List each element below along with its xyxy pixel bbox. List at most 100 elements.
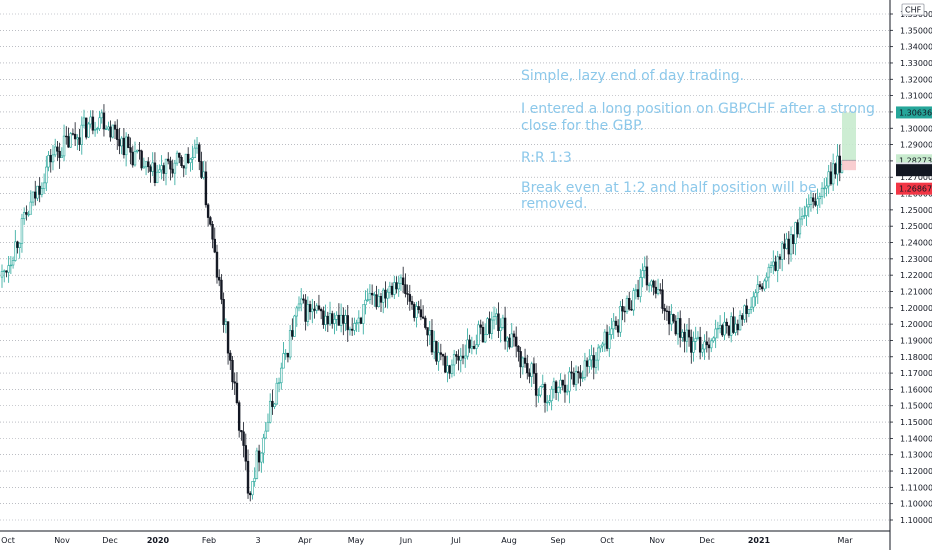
candle-body (663, 308, 666, 312)
candle-body (415, 306, 418, 318)
candle-body (93, 129, 97, 131)
candle-body (120, 137, 123, 147)
candle-body (831, 163, 835, 185)
candle-body (528, 372, 531, 377)
candle-body (169, 160, 172, 170)
candle-body (401, 277, 405, 285)
candle-body (162, 165, 165, 174)
price-tick-label: 1.18000 (900, 353, 932, 362)
time-tick-label: May (348, 536, 365, 545)
candle-body (692, 341, 695, 353)
candle-body (408, 294, 412, 302)
candle-body (508, 337, 511, 348)
candle-body (563, 384, 567, 393)
candle-body (559, 379, 562, 388)
time-tick-label: Nov (54, 536, 70, 545)
candle-body (816, 198, 819, 206)
candle-body (399, 277, 403, 284)
candle-body (175, 152, 179, 164)
annotation-text: Simple, lazy end of day trading. I entere… (521, 68, 875, 212)
candle-body (592, 355, 595, 368)
candle-body (277, 382, 281, 384)
price-tick-label: 1.27000 (900, 173, 932, 182)
candle-body (672, 314, 675, 322)
candle-body (497, 313, 500, 331)
candle-body (315, 305, 318, 311)
time-axis[interactable]: Oct Nov Dec 2020 Feb 3 Apr May Jun Jul Aug Sep Oct No… (0, 530, 890, 545)
candle-body (38, 185, 41, 195)
candle-body (636, 289, 640, 298)
profit-zone (842, 112, 856, 161)
candle-body (710, 340, 713, 349)
candle-body (747, 309, 751, 314)
candle-body (76, 137, 79, 140)
candle-body (659, 289, 662, 291)
candle-body (342, 314, 345, 324)
candle-body (359, 317, 363, 324)
candle-body (459, 355, 462, 361)
candle-body (339, 314, 343, 326)
candle-body (650, 280, 653, 286)
target-price-label (896, 106, 932, 119)
candle-body (721, 325, 724, 336)
price-tick-label: 1.12000 (900, 467, 932, 476)
candle-body (118, 139, 121, 147)
candle-body (288, 330, 292, 358)
candle-body (455, 354, 458, 357)
candle-body (357, 317, 361, 324)
price-tick-label: 1.20000 (900, 320, 932, 329)
candle-body (780, 243, 784, 260)
candle-body (798, 218, 802, 235)
candle-body (588, 359, 591, 367)
candle-body (654, 286, 658, 294)
candle-body (31, 191, 35, 203)
candle-body (805, 206, 808, 216)
candle-body (264, 430, 267, 439)
candle-body (568, 371, 571, 392)
candle-body (579, 372, 582, 379)
candle-body (98, 117, 101, 129)
price-tick-label: 1.15000 (900, 418, 932, 427)
candle-body (22, 212, 26, 220)
candle-body (53, 146, 57, 156)
candle-body (694, 338, 697, 342)
price-tick-label: 1.14000 (900, 434, 932, 443)
candle-body (426, 327, 429, 336)
candle-body (337, 314, 341, 326)
candle-body (499, 327, 502, 331)
price-tick-label: 1.21000 (900, 287, 932, 296)
candle-body (501, 317, 505, 328)
candle-body (490, 319, 494, 334)
candle-body (794, 222, 797, 244)
candle-body (246, 460, 250, 494)
price-tick-label: 1.15000 (900, 402, 932, 411)
candle-body (526, 363, 529, 374)
position-tool[interactable] (842, 112, 856, 171)
candle-body (738, 315, 742, 331)
candle-body (142, 166, 146, 169)
candle-body (461, 355, 465, 359)
candle-body (171, 168, 174, 174)
candle-body (204, 171, 208, 206)
candle-body (619, 306, 622, 333)
candle-body (62, 135, 66, 157)
candle-body (107, 126, 110, 130)
candle-body (280, 367, 283, 384)
price-tick-label: 1.23000 (900, 255, 932, 264)
candle-body (382, 289, 385, 303)
candle-body (823, 187, 826, 190)
candle-body (235, 382, 239, 403)
candle-body (384, 289, 387, 299)
candle-body (100, 112, 103, 119)
candle-body (661, 289, 664, 309)
candle-body (231, 360, 234, 383)
price-axis[interactable]: 1.10000 1.10000 1.11000 1.12000 1.13000 1.140… (889, 0, 932, 550)
candle-body (594, 359, 598, 368)
candle-body (541, 384, 544, 387)
candle-body (20, 218, 24, 244)
candle-body (116, 128, 119, 140)
candle-body (468, 339, 471, 349)
candle-body (14, 241, 17, 261)
candle-body (302, 298, 305, 301)
